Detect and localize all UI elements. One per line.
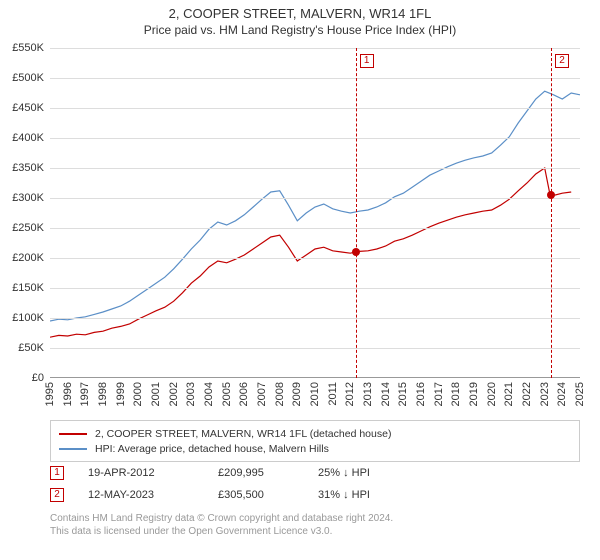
- gridline: [50, 138, 580, 139]
- chart-area: 12 £0£50K£100K£150K£200K£250K£300K£350K£…: [50, 48, 580, 378]
- x-axis-label: 2006: [238, 382, 250, 406]
- x-axis-label: 2007: [256, 382, 268, 406]
- y-axis-label: £400K: [12, 132, 44, 144]
- gridline: [50, 198, 580, 199]
- sales-row: 1 19-APR-2012 £209,995 25% ↓ HPI: [50, 462, 448, 484]
- sale-marker-icon: 1: [50, 466, 64, 480]
- title-address: 2, COOPER STREET, MALVERN, WR14 1FL: [0, 6, 600, 21]
- gridline: [50, 258, 580, 259]
- y-axis-label: £0: [32, 372, 44, 384]
- x-axis-label: 2001: [150, 382, 162, 406]
- sale-marker-icon: 2: [50, 488, 64, 502]
- sale-pct-value: 25%: [318, 467, 340, 479]
- y-axis-label: £250K: [12, 222, 44, 234]
- sales-table: 1 19-APR-2012 £209,995 25% ↓ HPI 2 12-MA…: [50, 462, 448, 506]
- down-arrow-icon: ↓: [343, 489, 349, 501]
- x-axis-label: 2010: [309, 382, 321, 406]
- y-axis-label: £450K: [12, 102, 44, 114]
- x-axis-label: 2021: [503, 382, 515, 406]
- gridline: [50, 318, 580, 319]
- x-axis-label: 2000: [132, 382, 144, 406]
- gridline: [50, 348, 580, 349]
- x-axis-label: 2017: [433, 382, 445, 406]
- sale-date: 12-MAY-2023: [88, 489, 218, 501]
- sale-price: £305,500: [218, 489, 318, 501]
- x-axis-label: 2004: [203, 382, 215, 406]
- x-axis-label: 2020: [486, 382, 498, 406]
- legend-swatch: [59, 433, 87, 435]
- title-subtitle: Price paid vs. HM Land Registry's House …: [0, 23, 600, 37]
- y-axis-label: £50K: [18, 342, 44, 354]
- sale-pct-suffix: HPI: [352, 467, 370, 479]
- x-axis-label: 2003: [185, 382, 197, 406]
- x-axis-label: 2014: [380, 382, 392, 406]
- sale-pct-value: 31%: [318, 489, 340, 501]
- sale-date: 19-APR-2012: [88, 467, 218, 479]
- footer-line1: Contains HM Land Registry data © Crown c…: [50, 512, 393, 525]
- sale-point-icon: [352, 248, 360, 256]
- gridline: [50, 228, 580, 229]
- footer-line2: This data is licensed under the Open Gov…: [50, 525, 393, 538]
- y-axis-label: £500K: [12, 72, 44, 84]
- footer: Contains HM Land Registry data © Crown c…: [50, 512, 393, 538]
- x-axis-label: 2025: [574, 382, 586, 406]
- sale-price: £209,995: [218, 467, 318, 479]
- gridline: [50, 48, 580, 49]
- legend-swatch: [59, 448, 87, 450]
- x-axis-label: 2018: [450, 382, 462, 406]
- x-axis-label: 2013: [362, 382, 374, 406]
- legend-row: 2, COOPER STREET, MALVERN, WR14 1FL (det…: [59, 426, 571, 441]
- event-marker-icon: 2: [555, 54, 569, 68]
- title-block: 2, COOPER STREET, MALVERN, WR14 1FL Pric…: [0, 0, 600, 37]
- x-axis-label: 1999: [115, 382, 127, 406]
- x-axis-label: 2005: [221, 382, 233, 406]
- down-arrow-icon: ↓: [343, 467, 349, 479]
- x-axis-label: 2015: [397, 382, 409, 406]
- gridline: [50, 108, 580, 109]
- y-axis-label: £350K: [12, 162, 44, 174]
- sale-pct: 31% ↓ HPI: [318, 489, 448, 501]
- x-axis-label: 2009: [291, 382, 303, 406]
- x-axis-label: 2024: [556, 382, 568, 406]
- legend-row: HPI: Average price, detached house, Malv…: [59, 441, 571, 456]
- x-axis-label: 2011: [327, 382, 339, 406]
- gridline: [50, 288, 580, 289]
- x-axis-label: 1997: [79, 382, 91, 406]
- event-line: [551, 48, 552, 378]
- event-line: [356, 48, 357, 378]
- sale-marker-num: 2: [54, 489, 60, 500]
- sales-row: 2 12-MAY-2023 £305,500 31% ↓ HPI: [50, 484, 448, 506]
- sale-marker-num: 1: [54, 467, 60, 478]
- x-axis-label: 1996: [62, 382, 74, 406]
- x-axis-label: 1995: [44, 382, 56, 406]
- x-axis-label: 2023: [539, 382, 551, 406]
- sale-point-icon: [547, 191, 555, 199]
- x-axis-label: 2016: [415, 382, 427, 406]
- sale-pct-suffix: HPI: [352, 489, 370, 501]
- chart-svg: [50, 48, 580, 378]
- x-axis-label: 2012: [344, 382, 356, 406]
- chart-container: 2, COOPER STREET, MALVERN, WR14 1FL Pric…: [0, 0, 600, 560]
- x-axis-label: 1998: [97, 382, 109, 406]
- sale-pct: 25% ↓ HPI: [318, 467, 448, 479]
- gridline: [50, 78, 580, 79]
- y-axis-label: £550K: [12, 42, 44, 54]
- x-axis-label: 2008: [274, 382, 286, 406]
- plot-region: 12: [50, 48, 580, 378]
- y-axis-label: £150K: [12, 282, 44, 294]
- legend: 2, COOPER STREET, MALVERN, WR14 1FL (det…: [50, 420, 580, 462]
- legend-label: 2, COOPER STREET, MALVERN, WR14 1FL (det…: [95, 428, 391, 440]
- y-axis-label: £300K: [12, 192, 44, 204]
- gridline: [50, 168, 580, 169]
- y-axis-label: £200K: [12, 252, 44, 264]
- x-axis-label: 2019: [468, 382, 480, 406]
- event-marker-icon: 1: [360, 54, 374, 68]
- legend-label: HPI: Average price, detached house, Malv…: [95, 443, 329, 455]
- x-axis-label: 2002: [168, 382, 180, 406]
- y-axis-label: £100K: [12, 312, 44, 324]
- x-axis-label: 2022: [521, 382, 533, 406]
